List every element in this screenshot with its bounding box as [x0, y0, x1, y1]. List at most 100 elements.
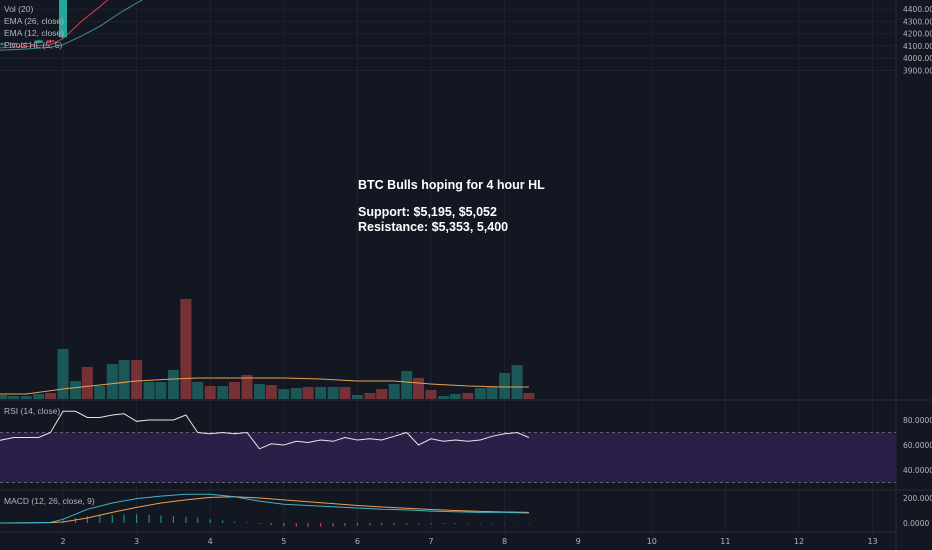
macd-histogram-bar: [406, 523, 408, 525]
volume-bars: [0, 299, 535, 399]
macd-histogram-bar: [393, 523, 395, 525]
ema12-series: [0, 0, 109, 49]
volume-bar: [204, 386, 216, 399]
volume-bar: [94, 386, 106, 399]
volume-bar: [57, 349, 69, 399]
macd-signal-series: [0, 496, 529, 524]
macd-tick-label: 0.0000: [903, 519, 929, 528]
macd-histogram-bar: [233, 521, 236, 523]
volume-bar: [33, 394, 45, 399]
volume-bar: [118, 360, 130, 399]
time-tick-label: 8: [502, 537, 507, 546]
volume-bar: [70, 381, 82, 399]
volume-bar: [180, 299, 192, 399]
time-tick-label: 4: [208, 537, 213, 546]
price-tick-label: 4200.00: [903, 30, 932, 39]
candle-body: [46, 40, 55, 42]
macd-series: [0, 493, 529, 524]
price-tick-label: 4500.00: [903, 0, 932, 2]
volume-bar: [327, 387, 339, 399]
volume-bar: [486, 387, 498, 399]
rsi-tick-label: 60.0000: [903, 441, 932, 450]
volume-bar: [241, 375, 253, 399]
macd-tick-label: 200.0000: [903, 494, 932, 503]
volume-bar: [462, 393, 474, 399]
time-tick-label: 6: [355, 537, 360, 546]
volume-bar: [228, 382, 240, 399]
macd-histogram-bar: [491, 523, 493, 524]
macd-histogram-bar: [123, 514, 125, 523]
volume-bar: [438, 396, 450, 399]
indicator-legend: Vol (20) EMA (26, close) EMA (12, close)…: [4, 3, 64, 51]
macd-histogram-bar: [136, 514, 138, 523]
volume-ma-line: [0, 377, 529, 395]
volume-bar: [364, 393, 376, 399]
volume-bar: [499, 373, 511, 399]
candlesticks[interactable]: [0, 0, 533, 47]
price-tick-label: 3900.00: [903, 66, 932, 75]
volume-bar: [376, 389, 388, 399]
macd-histogram-bar: [283, 523, 285, 527]
legend-volume[interactable]: Vol (20): [4, 4, 34, 14]
macd-histogram-bar: [99, 515, 101, 523]
volume-bar: [523, 393, 535, 399]
candle-body: [0, 43, 6, 45]
annotation-title: BTC Bulls hoping for 4 hour HL: [358, 178, 545, 192]
volume-bar: [511, 365, 523, 399]
volume-bar: [20, 396, 32, 399]
time-tick-label: 13: [868, 537, 878, 546]
volume-bar: [315, 387, 327, 399]
macd-histogram-bar: [74, 518, 77, 523]
macd-histogram-bar: [270, 523, 272, 525]
volume-bar: [401, 371, 413, 399]
rsi-legend[interactable]: RSI (14, close): [4, 406, 61, 416]
rsi-series: [0, 410, 530, 450]
legend-pivots[interactable]: Pivots HL (5, 5): [4, 40, 63, 50]
price-tick-label: 4100.00: [903, 42, 932, 51]
macd-histogram-bar: [454, 523, 456, 524]
annotation-resistance: Resistance: $5,353, 5,400: [358, 220, 509, 234]
volume-bar: [81, 367, 93, 399]
macd-histogram-bar: [185, 516, 187, 523]
macd-histogram-bar: [344, 523, 346, 527]
volume-bar: [155, 382, 167, 399]
volume-bar: [217, 386, 229, 399]
candle-body: [9, 43, 18, 45]
macd-histogram-bar: [86, 516, 88, 523]
volume-bar: [265, 385, 277, 399]
price-tick-label: 4300.00: [903, 17, 932, 26]
volume-bar: [474, 388, 486, 399]
time-tick-label: 12: [794, 537, 804, 546]
volume-bar: [351, 395, 363, 399]
time-tick-label: 7: [428, 537, 433, 546]
candle-body: [34, 40, 43, 43]
macd-histogram-bar: [356, 523, 358, 526]
macd-pane: 200.0000 0.0000: [0, 493, 932, 528]
rsi-tick-label: 80.0000: [903, 416, 932, 425]
volume-bar: [8, 396, 20, 399]
macd-histogram-bar: [442, 523, 445, 524]
time-tick-label: 10: [647, 537, 657, 546]
time-tick-label: 11: [720, 537, 730, 546]
volume-bar: [44, 393, 56, 399]
volume-bar: [425, 390, 437, 399]
volume-bar: [192, 382, 204, 399]
macd-histogram-bar: [197, 517, 199, 523]
macd-histogram-bar: [369, 523, 371, 526]
macd-histogram-bar: [246, 522, 248, 523]
volume-bar: [339, 387, 351, 399]
volume-bar: [131, 360, 143, 399]
volume-bar: [0, 395, 8, 399]
volume-bar: [302, 387, 314, 399]
price-tick-label: 4400.00: [903, 5, 932, 14]
legend-ema26[interactable]: EMA (26, close): [4, 16, 64, 26]
volume-bar: [143, 382, 155, 399]
rsi-pane: 80.0000 60.0000 40.0000: [0, 410, 932, 483]
macd-legend[interactable]: MACD (12, 26, close, 9): [4, 496, 95, 506]
time-tick-label: 2: [60, 537, 65, 546]
legend-ema12[interactable]: EMA (12, close): [4, 28, 64, 38]
rsi-band: [0, 432, 896, 483]
volume-bar: [290, 388, 302, 399]
